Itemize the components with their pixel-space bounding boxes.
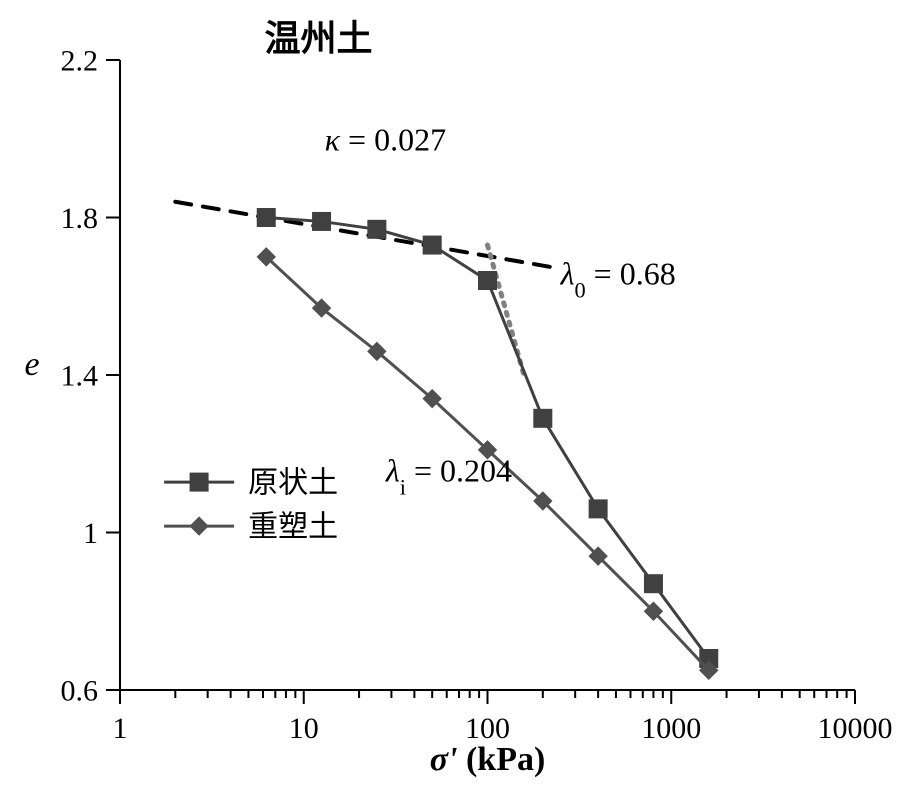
series-marker-undisturbed: [257, 209, 275, 227]
chart-container: 1101001000100000.611.41.82.2σ' (kPa)e温州土…: [0, 0, 901, 791]
y-tick-label: 1: [83, 517, 98, 550]
series-marker-undisturbed: [644, 575, 662, 593]
x-tick-label: 1: [113, 712, 128, 745]
series-marker-undisturbed: [313, 212, 331, 230]
series-marker-undisturbed: [534, 409, 552, 427]
series-marker-undisturbed: [479, 272, 497, 290]
x-tick-label: 10000: [818, 712, 893, 745]
x-tick-label: 10: [289, 712, 319, 745]
legend-swatch-marker: [190, 473, 208, 491]
x-tick-label: 1000: [641, 712, 701, 745]
legend-label: 重塑土: [248, 511, 338, 544]
y-tick-label: 1.8: [61, 202, 99, 235]
chart-title: 温州土: [264, 19, 372, 59]
x-axis-label: σ' (kPa): [430, 741, 546, 778]
y-tick-label: 1.4: [61, 360, 99, 393]
y-tick-label: 2.2: [61, 45, 99, 78]
y-tick-label: 0.6: [61, 675, 99, 708]
y-axis-label: e: [24, 346, 39, 383]
series-marker-undisturbed: [589, 500, 607, 518]
annotation-kappa: κ = 0.027: [325, 122, 446, 158]
chart-svg: 1101001000100000.611.41.82.2σ' (kPa)e温州土…: [0, 0, 901, 791]
legend-label: 原状土: [248, 467, 338, 500]
series-marker-undisturbed: [423, 236, 441, 254]
series-marker-undisturbed: [368, 220, 386, 238]
